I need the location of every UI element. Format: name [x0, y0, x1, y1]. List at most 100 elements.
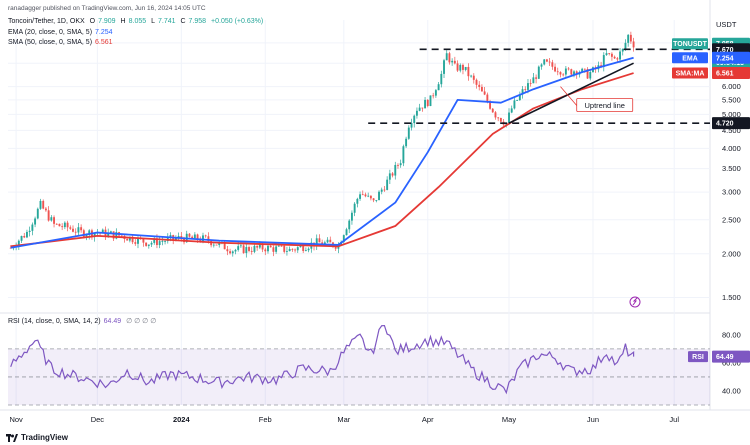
candle-body [348, 220, 351, 230]
candle-body [17, 240, 20, 247]
candle-body [204, 235, 207, 237]
price-pane[interactable]: Uptrend line [9, 31, 710, 308]
tradingview-logo[interactable]: TradingView [6, 433, 68, 442]
candle-body [237, 246, 240, 250]
time-tick-label: Apr [422, 415, 434, 424]
candle-body [619, 51, 621, 60]
candle-body [207, 236, 210, 242]
candle-body [535, 77, 538, 79]
sma-tag: 6.561 [716, 71, 734, 78]
candle-body [156, 238, 158, 246]
price-tick-label: 3.500 [722, 164, 741, 173]
candle-body [480, 86, 483, 92]
rsi-pane[interactable] [8, 324, 710, 406]
sma50-line [10, 72, 634, 248]
sma-name-tag: SMA:MA [676, 71, 705, 78]
candle-body [142, 238, 145, 243]
candle-body [239, 245, 242, 247]
symbol-title[interactable]: Toncoin/Tether, 1D, OKX [8, 18, 85, 25]
rsi-tick-label: 40.00 [722, 386, 741, 395]
candle-body [55, 223, 58, 225]
candle-body [605, 53, 608, 56]
sma-legend[interactable]: SMA (50, close, 0, SMA, 5) 6.561 [8, 39, 116, 46]
candle-body [61, 226, 64, 228]
ema-tag-bg [712, 51, 750, 64]
candle-body [74, 231, 77, 233]
candle-body [632, 41, 635, 48]
candle-body [294, 249, 297, 251]
candle-body [36, 208, 39, 219]
l-label: L [151, 18, 155, 25]
candle-body [391, 173, 394, 176]
candle-body [608, 53, 611, 54]
candle-body [443, 60, 445, 74]
candle-body [472, 75, 475, 80]
sma-legend-value: 6.561 [95, 39, 113, 46]
candle-body [372, 198, 375, 201]
candle-body [342, 235, 345, 243]
candle-body [464, 66, 467, 70]
published-line: ranadagger published on TradingView.com,… [8, 5, 206, 12]
candle-body [361, 194, 364, 196]
ema-legend-label: EMA (20, close, 0, SMA, 5) [8, 29, 93, 36]
candle-body [291, 248, 294, 250]
candle-body [164, 241, 167, 242]
price-tick-label: 5.000 [722, 110, 741, 119]
candle-body [456, 63, 459, 71]
candle-body [367, 195, 370, 197]
candle-body [559, 72, 562, 75]
candle-body [231, 251, 234, 254]
candle-body [402, 146, 405, 164]
candle-body [326, 239, 329, 243]
candle-body [93, 233, 96, 238]
time-axis[interactable]: Nov Dec 2024 Feb Mar Apr May Jun Jul [9, 415, 679, 424]
time-tick-label: Mar [337, 415, 350, 424]
candle-body [88, 230, 91, 236]
candle-body [369, 195, 372, 199]
ema-legend[interactable]: EMA (20, close, 0, SMA, 5) 7.254 [8, 29, 116, 36]
candle-body [562, 74, 565, 76]
candle-body [508, 112, 510, 124]
ema-tag: 7.254 [716, 55, 734, 62]
symbol-tag-bg [672, 38, 708, 50]
candle-body [47, 210, 50, 221]
rsi-legend[interactable]: RSI (14, close, 0, SMA, 14, 2) 64.49 ∅ ∅ … [8, 317, 159, 325]
candle-body [589, 72, 592, 79]
candle-body [147, 244, 150, 246]
candle-body [486, 94, 489, 102]
candle-body [451, 60, 454, 63]
candle-body [350, 212, 353, 221]
candle-body [285, 251, 288, 252]
candle-body [359, 194, 362, 199]
candle-body [80, 227, 83, 231]
candle-body [356, 198, 359, 204]
candle-body [261, 243, 264, 250]
candle-body [334, 246, 337, 249]
time-tick-label: Jul [669, 415, 679, 424]
candle-body [53, 217, 55, 224]
time-tick-label: Feb [259, 415, 272, 424]
candle-body [386, 179, 389, 190]
candle-body [234, 249, 237, 252]
candle-body [169, 235, 172, 238]
candle-body [72, 228, 74, 232]
candle-body [131, 236, 134, 243]
candle-body [434, 90, 437, 96]
candle-body [212, 244, 215, 246]
candle-body [264, 249, 267, 252]
rsi-legend-value: 64.49 [103, 318, 122, 325]
candle-body [380, 189, 383, 192]
grid-lines [0, 0, 750, 411]
candle-body [353, 203, 356, 213]
ema-name-tag: EMA [682, 55, 698, 62]
candle-body [223, 241, 226, 250]
candle-body [575, 71, 578, 75]
price-tick-label: 2.500 [722, 215, 741, 224]
candle-body [85, 235, 88, 237]
candle-body [267, 245, 269, 252]
candle-body [554, 66, 556, 72]
rsi-tag-bg [712, 350, 750, 363]
o-value: 7.909 [98, 18, 116, 25]
candle-body [564, 68, 567, 75]
price-tick-label: 2.000 [722, 249, 741, 258]
